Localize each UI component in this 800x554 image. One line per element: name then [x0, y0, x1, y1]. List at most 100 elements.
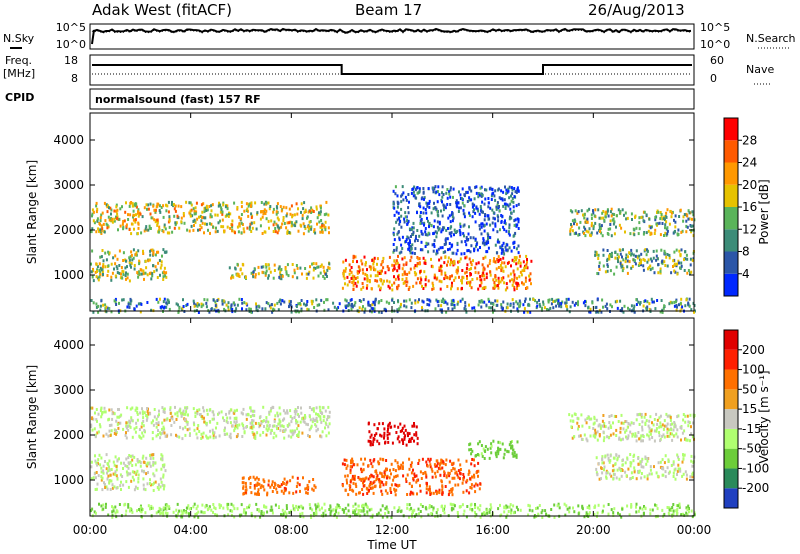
power-cell	[597, 208, 600, 212]
power-cell	[592, 209, 594, 213]
velocity-cell	[197, 515, 200, 519]
power-cell	[664, 223, 667, 227]
power-cell	[646, 260, 649, 264]
power-cell	[281, 274, 284, 278]
power-cell	[527, 303, 530, 307]
power-cell	[118, 311, 120, 314]
velocity-cell	[344, 506, 347, 510]
power-cell	[158, 209, 161, 212]
power-cell	[149, 249, 152, 253]
velocity-cell	[282, 482, 285, 485]
power-cell	[606, 209, 609, 213]
power-cell	[344, 258, 347, 262]
power-cell	[489, 273, 492, 277]
velocity-cell	[682, 472, 685, 476]
velocity-cell	[427, 513, 430, 517]
velocity-cell	[380, 472, 383, 476]
power-cell	[148, 258, 151, 262]
power-cell	[231, 308, 234, 311]
velocity-cell	[104, 486, 107, 489]
power-cell	[547, 298, 550, 302]
power-cell	[231, 229, 234, 233]
power-cell	[630, 252, 633, 256]
power-cell	[492, 216, 495, 220]
power-cell	[595, 253, 598, 257]
velocity-cell	[154, 461, 157, 465]
power-cell	[353, 275, 356, 279]
power-cell	[447, 307, 450, 311]
power-cell	[632, 258, 635, 262]
velocity-cell	[409, 492, 412, 496]
velocity-cell	[612, 477, 615, 481]
power-cell	[167, 210, 170, 214]
velocity-cell	[110, 408, 113, 412]
velocity-cell	[131, 419, 134, 423]
power-cell	[449, 195, 452, 199]
velocity-cell	[311, 487, 314, 491]
velocity-cell	[585, 421, 588, 425]
velocity-cell	[668, 506, 671, 510]
power-cell	[625, 217, 628, 221]
power-cell	[261, 232, 264, 235]
velocity-cell	[602, 439, 605, 443]
velocity-cell	[226, 421, 229, 425]
power-cell	[397, 254, 399, 258]
power-cell	[142, 272, 145, 276]
velocity-cell	[188, 512, 190, 516]
power-cell	[140, 302, 143, 306]
power-cell	[267, 219, 270, 223]
velocity-cell	[254, 434, 257, 438]
power-cell	[132, 215, 134, 219]
velocity-cell	[470, 452, 473, 456]
power-cell	[277, 308, 280, 312]
power-cell	[489, 259, 492, 263]
velocity-cell	[639, 462, 642, 466]
power-cell	[170, 203, 173, 206]
velocity-cell	[693, 513, 696, 517]
velocity-cell	[571, 414, 574, 418]
power-cell	[474, 185, 477, 189]
power-cell	[422, 287, 425, 290]
power-cell	[100, 232, 103, 235]
power-cell	[476, 241, 479, 245]
velocity-cell	[589, 434, 592, 438]
power-cell	[529, 297, 531, 301]
power-cell	[190, 203, 193, 207]
power-cell	[256, 211, 259, 215]
velocity-cell	[262, 511, 265, 515]
power-cell	[494, 285, 496, 289]
velocity-cell	[527, 513, 530, 517]
power-cell	[455, 199, 458, 203]
velocity-cell	[160, 453, 163, 457]
power-cell	[480, 185, 483, 189]
power-cell	[673, 269, 676, 273]
velocity-cell	[441, 491, 444, 495]
power-cell	[328, 262, 331, 266]
power-cell	[232, 275, 235, 279]
velocity-cell	[95, 487, 98, 491]
velocity-cell	[257, 477, 260, 481]
power-cell	[257, 272, 260, 276]
power-cell	[231, 225, 234, 229]
power-cell	[291, 275, 294, 279]
power-cell	[611, 218, 614, 222]
velocity-cell	[686, 438, 689, 442]
power-cell	[439, 287, 442, 291]
power-cell	[444, 271, 447, 275]
power-cell	[599, 230, 601, 233]
power-cell	[406, 272, 409, 276]
power-cell	[248, 202, 251, 206]
velocity-cell	[157, 487, 160, 491]
power-cell	[250, 201, 253, 205]
power-cell	[403, 299, 406, 303]
power-cell	[180, 216, 183, 220]
velocity-cell	[447, 493, 450, 497]
power-cell	[132, 256, 135, 260]
power-cell	[374, 297, 377, 301]
power-cell	[477, 287, 480, 291]
power-cell	[240, 213, 243, 216]
velocity-cell	[492, 439, 495, 443]
velocity-cell	[178, 435, 181, 439]
velocity-cell	[319, 409, 322, 412]
power-cell	[261, 307, 264, 311]
